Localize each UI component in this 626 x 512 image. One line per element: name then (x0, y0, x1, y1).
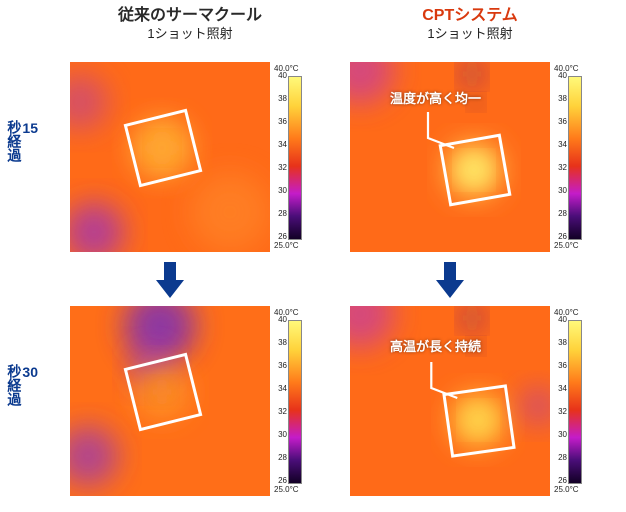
arrow-down-right (430, 260, 470, 300)
colorbar-tick: 34 (554, 384, 567, 393)
colorbar-tick: 30 (554, 186, 567, 195)
colorbar-bottom-label: 25.0°C (554, 241, 579, 250)
colorbar-tick: 36 (554, 117, 567, 126)
colorbar-tick: 36 (274, 361, 287, 370)
col-title-right: CPTシステム 1ショット照射 (350, 6, 590, 42)
colorbar-tick: 26 (554, 232, 567, 241)
colorbar-tick: 28 (554, 209, 567, 218)
panel-bottom-right: 40.0°C25.0°C4038363432302826 (350, 306, 588, 496)
panel-bottom-left: 40.0°C25.0°C4038363432302826 (70, 306, 308, 496)
colorbar-tick: 36 (274, 117, 287, 126)
colorbar-tick: 32 (274, 407, 287, 416)
colorbar-tick: 38 (274, 338, 287, 347)
callout-sustained-high-temp: 高温が長く持続 (390, 336, 481, 355)
col-title-left-line2: 1ショット照射 (70, 26, 310, 42)
arrow-down-left (150, 260, 190, 300)
colorbar-bottom-label: 25.0°C (274, 485, 299, 494)
colorbar-tick: 30 (274, 430, 287, 439)
col-title-right-line2: 1ショット照射 (350, 26, 590, 42)
col-title-right-line1: CPTシステム (350, 6, 590, 26)
colorbar-tick: 32 (274, 163, 287, 172)
colorbar-tick: 28 (554, 453, 567, 462)
colorbar: 40.0°C25.0°C4038363432302826 (554, 310, 588, 492)
colorbar-tick: 32 (554, 163, 567, 172)
colorbar-bottom-label: 25.0°C (554, 485, 579, 494)
col-title-left-line1: 従来のサーマクール (70, 6, 310, 26)
colorbar-tick: 36 (554, 361, 567, 370)
colorbar: 40.0°C25.0°C4038363432302826 (274, 310, 308, 492)
colorbar-gradient (568, 320, 582, 484)
colorbar-tick: 26 (554, 476, 567, 485)
colorbar-tick: 28 (274, 209, 287, 218)
colorbar-tick: 34 (274, 140, 287, 149)
colorbar: 40.0°C25.0°C4038363432302826 (554, 66, 588, 248)
colorbar-gradient (288, 320, 302, 484)
colorbar-tick: 26 (274, 232, 287, 241)
colorbar-tick: 40 (554, 71, 567, 80)
colorbar-tick: 32 (554, 407, 567, 416)
colorbar-tick: 40 (274, 71, 287, 80)
colorbar-tick: 40 (274, 315, 287, 324)
colorbar-tick: 26 (274, 476, 287, 485)
colorbar-tick: 30 (274, 186, 287, 195)
colorbar-gradient (288, 76, 302, 240)
row-label-30s: 30 秒経過 (20, 364, 38, 406)
colorbar-tick: 38 (554, 94, 567, 103)
colorbar-tick: 38 (274, 94, 287, 103)
panel-top-left: 40.0°C25.0°C4038363432302826 (70, 62, 308, 252)
comparison-figure: 従来のサーマクール 1ショット照射 CPTシステム 1ショット照射 15 秒経過… (0, 0, 626, 512)
colorbar-gradient (568, 76, 582, 240)
colorbar-tick: 38 (554, 338, 567, 347)
callout-uniform-high-temp: 温度が高く均一 (390, 88, 481, 107)
colorbar-tick: 40 (554, 315, 567, 324)
colorbar-bottom-label: 25.0°C (274, 241, 299, 250)
row-label-15s: 15 秒経過 (20, 120, 38, 162)
colorbar-tick: 34 (554, 140, 567, 149)
colorbar-tick: 34 (274, 384, 287, 393)
colorbar-tick: 28 (274, 453, 287, 462)
colorbar: 40.0°C25.0°C4038363432302826 (274, 66, 308, 248)
col-title-left: 従来のサーマクール 1ショット照射 (70, 6, 310, 42)
colorbar-tick: 30 (554, 430, 567, 439)
